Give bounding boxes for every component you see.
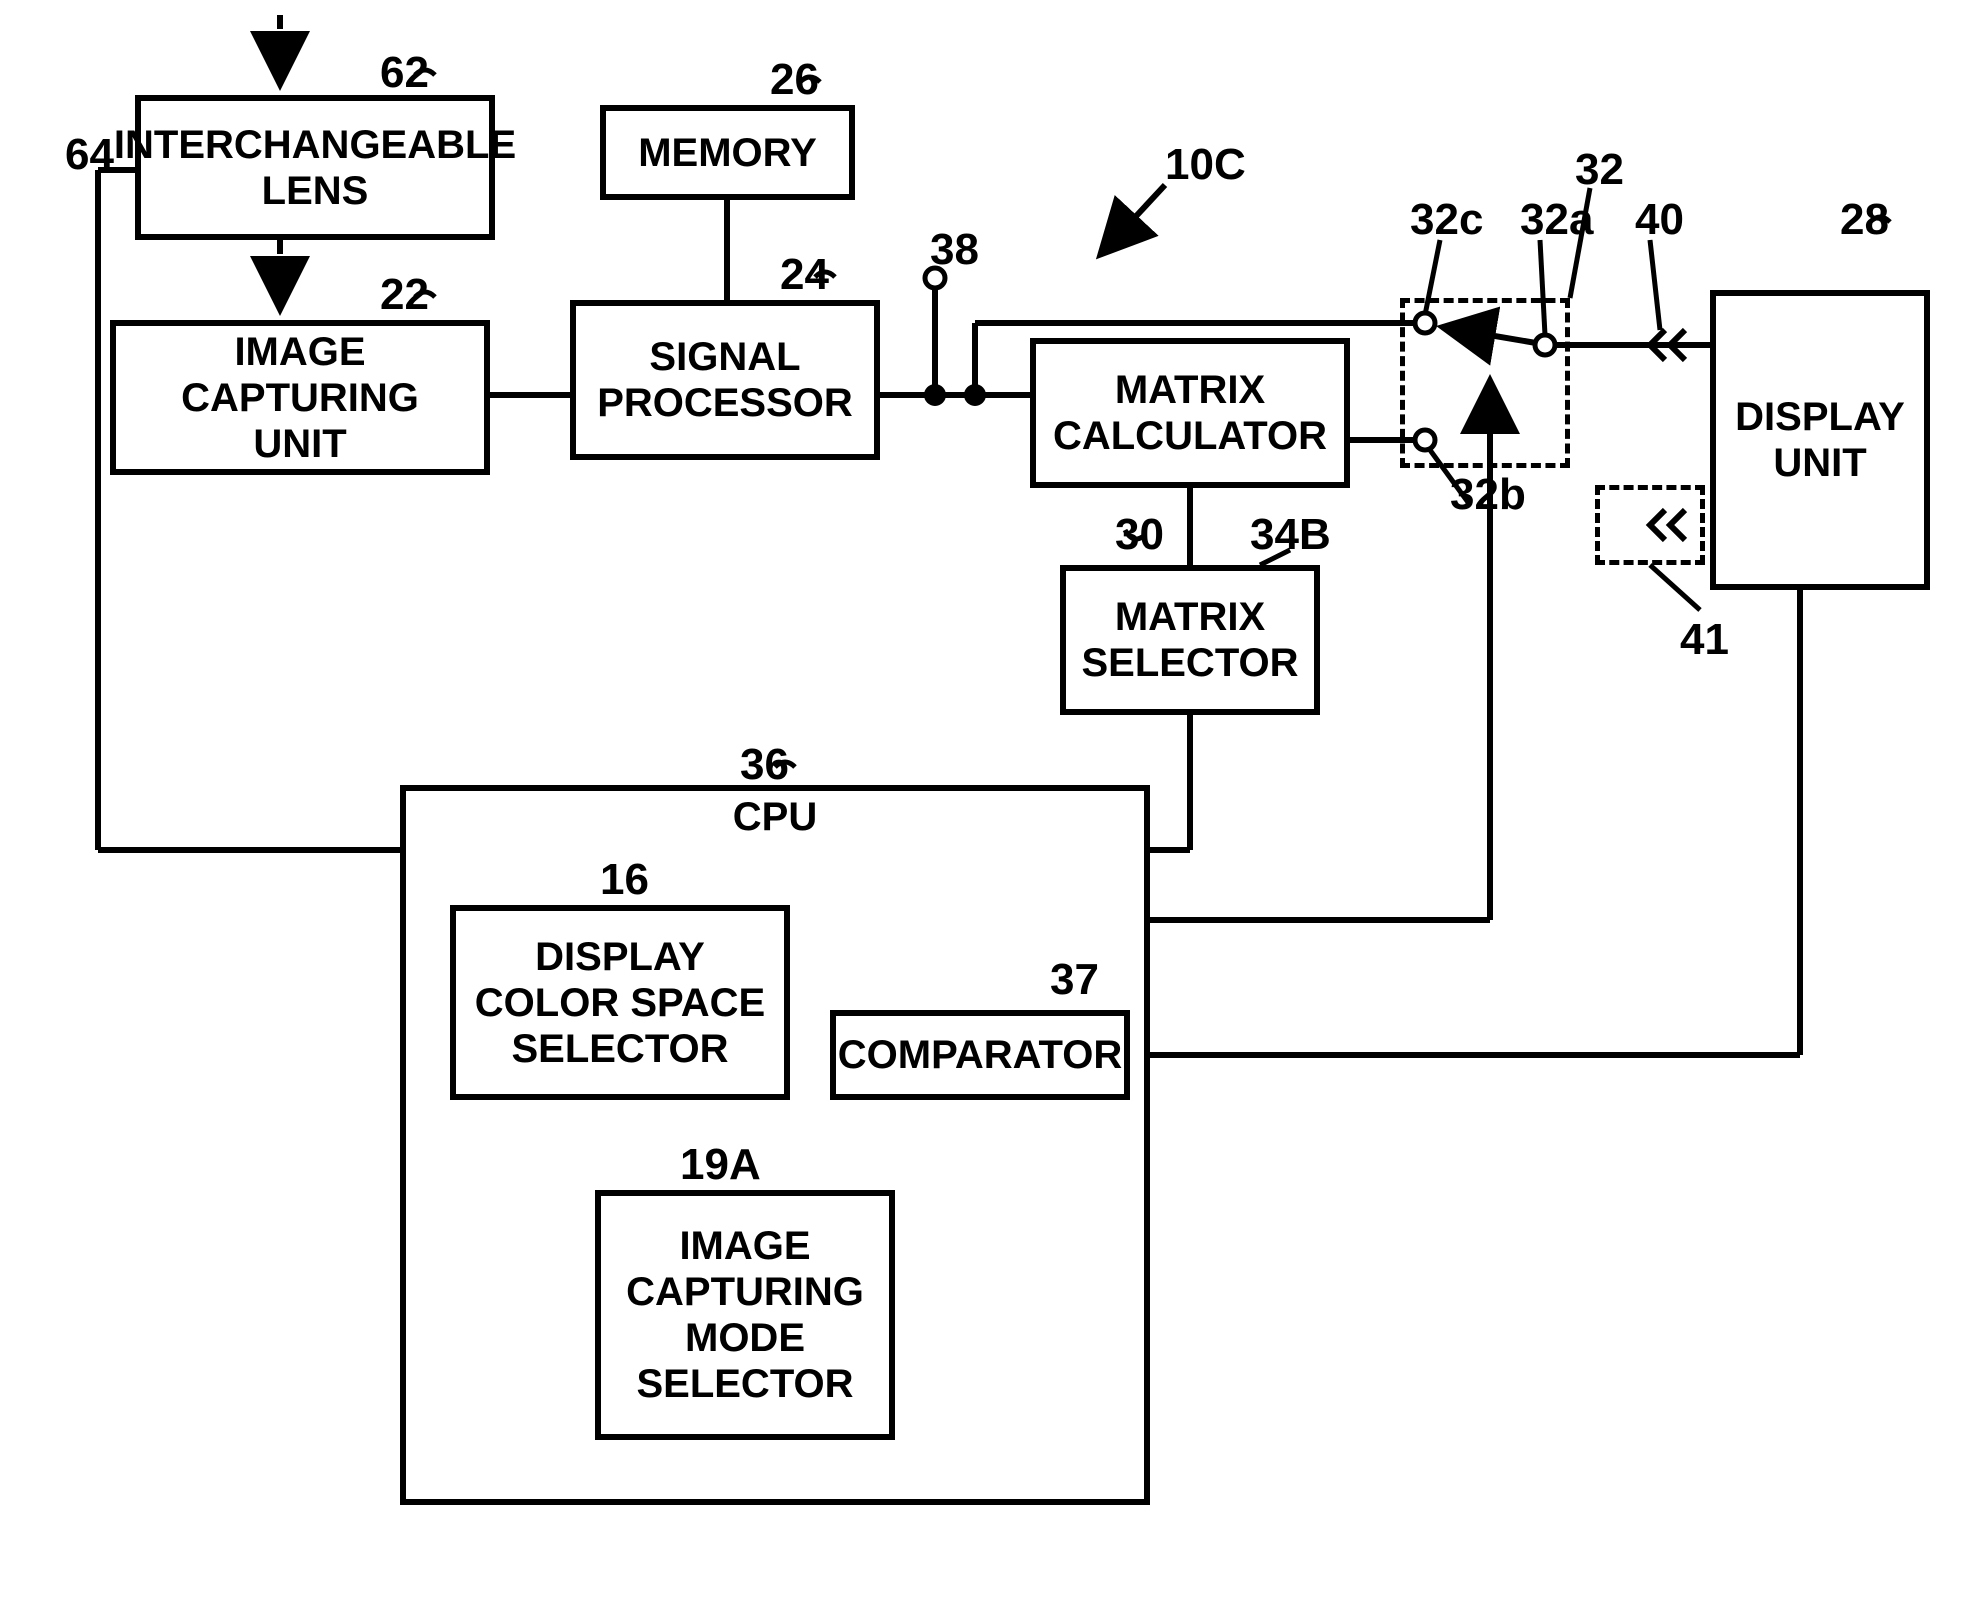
ref-label-38: 38 [930,225,979,275]
ref-label-10C: 10C [1165,140,1246,190]
image-capturing-mode-selector-block-label: IMAGE CAPTURING MODE SELECTOR [626,1223,864,1407]
diagram-canvas: INTERCHANGEABLE LENS MEMORY IMAGE CAPTURIN… [0,0,1971,1615]
ref-label-32b: 32b [1450,470,1526,520]
image-capturing-unit-block: IMAGE CAPTURING UNIT [110,320,490,475]
ref-label-41: 41 [1680,615,1729,665]
signal-processor-block-label: SIGNAL PROCESSOR [597,334,853,426]
comparator-block-label: COMPARATOR [838,1032,1122,1078]
interchangeable-lens-block: INTERCHANGEABLE LENS [135,95,495,240]
comparator-block: COMPARATOR [830,1010,1130,1100]
signal-processor-block: SIGNAL PROCESSOR [570,300,880,460]
display-color-space-selector-block: DISPLAY COLOR SPACE SELECTOR [450,905,790,1100]
display-color-space-selector-block-label: DISPLAY COLOR SPACE SELECTOR [475,934,765,1072]
memory-block-label: MEMORY [638,130,817,176]
ref-label-37: 37 [1050,955,1099,1005]
display-unit-block: DISPLAY UNIT [1710,290,1930,590]
interchangeable-lens-block-label: INTERCHANGEABLE LENS [114,122,516,214]
cpu-title: CPU [400,795,1150,840]
ref-label-16: 16 [600,855,649,905]
image-capturing-mode-selector-block: IMAGE CAPTURING MODE SELECTOR [595,1190,895,1440]
matrix-calculator-block: MATRIX CALCULATOR [1030,338,1350,488]
switch-box [1400,298,1570,468]
display-unit-block-label: DISPLAY UNIT [1735,394,1905,486]
ref-label-19A: 19A [680,1140,761,1190]
ref-label-40: 40 [1635,195,1684,245]
ref-label-32c: 32c [1410,195,1483,245]
ref-label-32a: 32a [1520,195,1593,245]
image-capturing-unit-block-label: IMAGE CAPTURING UNIT [116,329,484,467]
matrix-selector-block-label: MATRIX SELECTOR [1081,594,1298,686]
ref-label-28: 28 [1840,195,1889,245]
ref-label-64: 64 [65,130,114,180]
box-41 [1595,485,1705,565]
memory-block: MEMORY [600,105,855,200]
ref-label-34B: 34B [1250,510,1331,560]
ref-label-36: 36 [740,740,789,790]
ref-label-30: 30 [1115,510,1164,560]
ref-label-22: 22 [380,270,429,320]
matrix-selector-block: MATRIX SELECTOR [1060,565,1320,715]
matrix-calculator-block-label: MATRIX CALCULATOR [1053,367,1327,459]
ref-label-32: 32 [1575,145,1624,195]
ref-label-62: 62 [380,48,429,98]
ref-label-26: 26 [770,55,819,105]
ref-label-24: 24 [780,250,829,300]
